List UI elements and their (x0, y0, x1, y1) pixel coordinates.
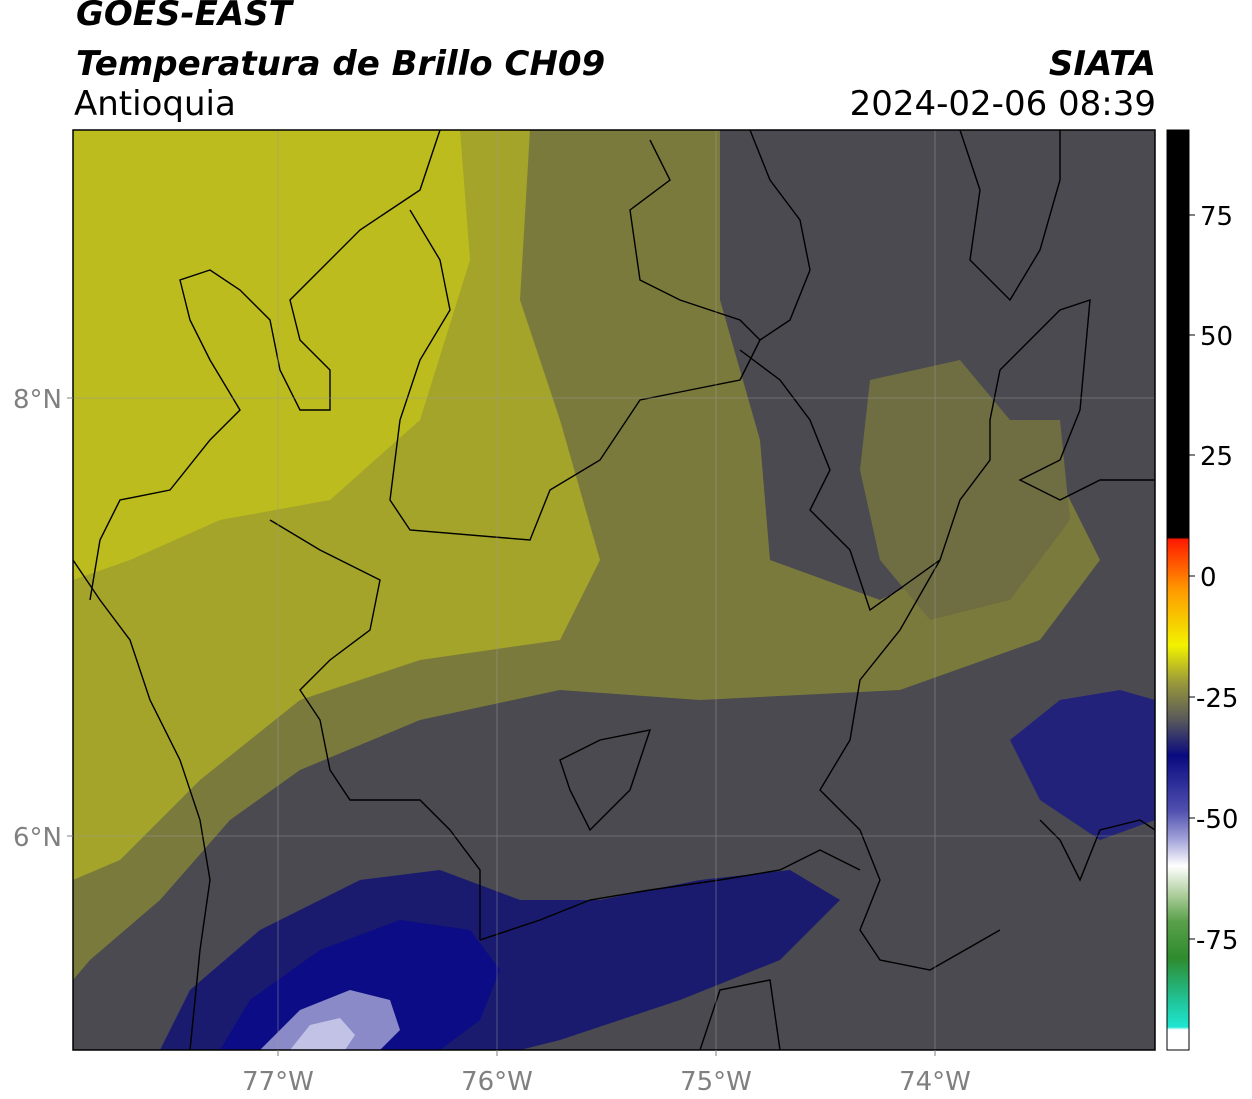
coastline-uraba (89, 130, 441, 601)
colorbar-label-neg75: -75 (1196, 926, 1238, 956)
map-frame (72, 129, 1156, 1051)
border-north-east (749, 130, 811, 341)
lon-label-76w: 76°W (461, 1067, 533, 1097)
field-navy-east (1010, 690, 1155, 840)
border-southeast (479, 849, 861, 941)
timestamp-label: 2024-02-06 08:39 (849, 84, 1156, 124)
lon-label-75w: 75°W (680, 1067, 752, 1097)
product-title: Temperatura de Brillo CH09 (76, 44, 606, 84)
colorbar-label-75: 75 (1200, 202, 1233, 232)
colorbar-frame (1166, 129, 1190, 1051)
border-department-east (739, 349, 1001, 612)
border-department-south (269, 519, 481, 940)
border-east-south (1039, 819, 1155, 882)
border-west-coast (73, 559, 211, 1050)
field-olive-east (860, 360, 1070, 620)
colorbar-label-50: 50 (1200, 322, 1233, 352)
border-south-central (559, 729, 652, 832)
lon-label-74w: 74°W (899, 1067, 971, 1097)
field-deep-navy (220, 920, 500, 1050)
colorbar-label-25: 25 (1200, 442, 1233, 472)
field-yellow-bright (73, 130, 470, 580)
border-north-far-east (959, 130, 1061, 302)
border-river-valley (819, 559, 1001, 971)
graticule (73, 130, 1155, 1050)
lon-label-77w: 77°W (242, 1067, 314, 1097)
border-department-west (389, 139, 761, 541)
lat-label-6n: 6°N (13, 823, 62, 853)
lat-label-8n: 8°N (13, 385, 62, 415)
satellite-title: GOES-EAST (76, 0, 292, 34)
colorbar-label-0: 0 (1200, 563, 1217, 593)
colorbar: 75 50 25 0 -25 -50 -75 (1166, 129, 1238, 1051)
border-department-far-east (999, 298, 1155, 501)
axis-ticks (67, 397, 936, 1056)
temperature-field (73, 130, 1155, 1050)
organization-label: SIATA (1048, 44, 1156, 84)
region-label: Antioquia (74, 84, 236, 124)
boundary-lines (73, 130, 1155, 1050)
colorbar-label-neg25: -25 (1196, 684, 1238, 714)
colorbar-label-neg50: -50 (1196, 805, 1238, 835)
border-far-south (699, 979, 781, 1050)
field-lavender (260, 990, 400, 1050)
colorbar-ramp (1167, 130, 1189, 1050)
field-pale (290, 1018, 355, 1050)
